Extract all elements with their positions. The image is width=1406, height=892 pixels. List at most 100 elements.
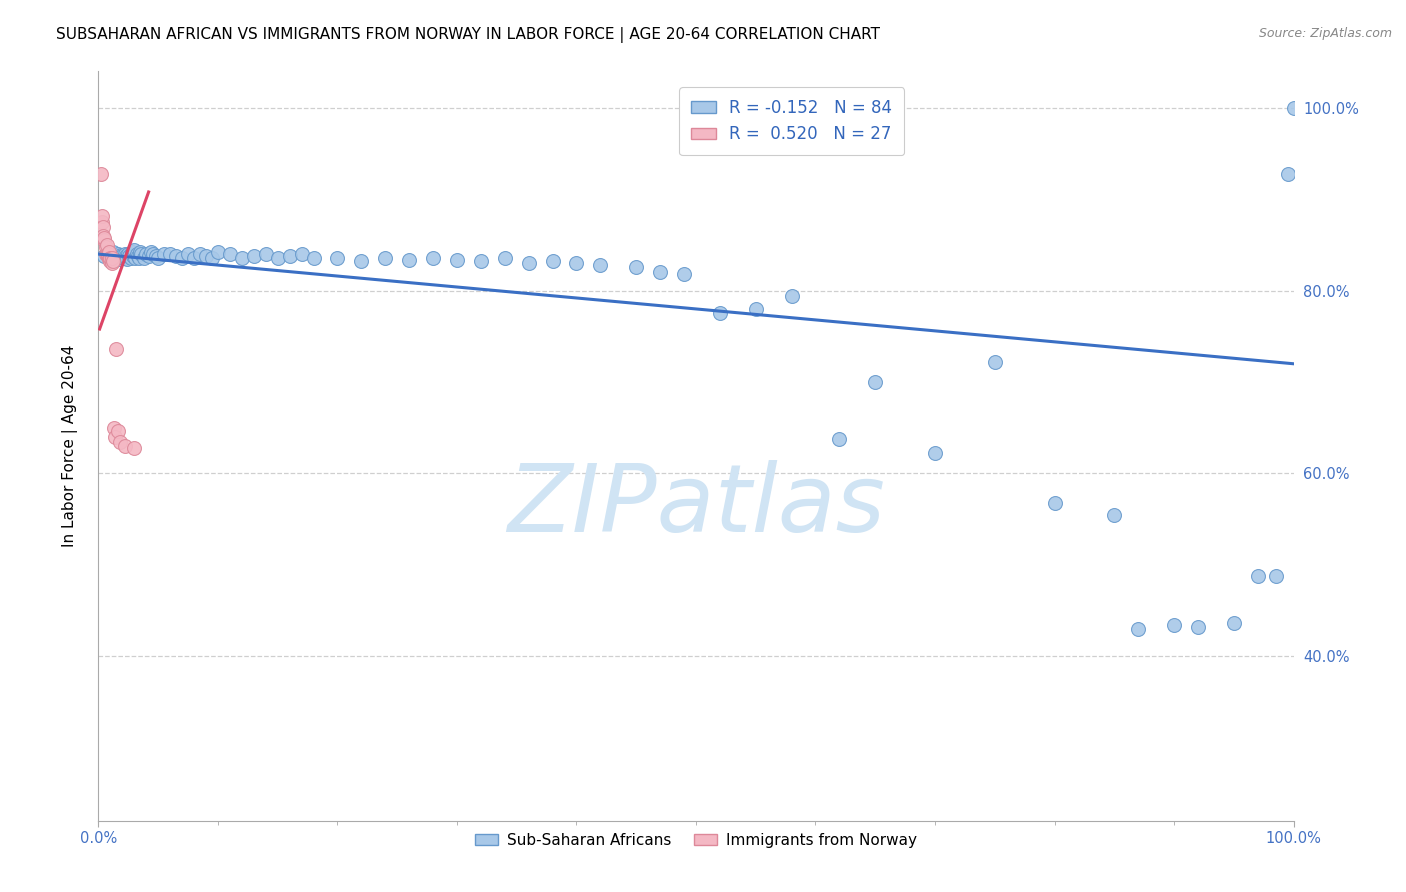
Point — [98, 254, 122, 268]
Point — [108, 250, 131, 264]
Y-axis label: In Labor Force | Age 20-64: In Labor Force | Age 20-64 — [62, 345, 77, 547]
Point — [326, 251, 349, 265]
Point — [91, 219, 114, 234]
Point — [104, 249, 127, 263]
Point — [104, 430, 127, 444]
Point — [90, 167, 112, 181]
Point — [114, 247, 136, 261]
Point — [780, 289, 803, 303]
Point — [93, 230, 115, 244]
Point — [183, 251, 205, 265]
Point — [494, 251, 516, 265]
Point — [254, 247, 277, 261]
Point — [865, 375, 887, 389]
Point — [1223, 616, 1246, 631]
Point — [96, 238, 118, 252]
Point — [91, 215, 114, 229]
Point — [110, 248, 132, 262]
Point — [128, 251, 150, 265]
Point — [100, 256, 122, 270]
Text: Source: ZipAtlas.com: Source: ZipAtlas.com — [1258, 27, 1392, 40]
Point — [107, 425, 129, 439]
Point — [117, 247, 139, 261]
Point — [589, 258, 612, 272]
Point — [565, 256, 588, 270]
Point — [101, 254, 124, 268]
Point — [291, 247, 314, 261]
Point — [115, 249, 138, 263]
Point — [1264, 568, 1286, 582]
Point — [1128, 622, 1150, 636]
Point — [278, 249, 301, 263]
Point — [470, 254, 492, 268]
Point — [108, 435, 131, 450]
Point — [1277, 167, 1299, 181]
Point — [107, 252, 129, 266]
Point — [121, 245, 143, 260]
Point — [148, 251, 170, 265]
Point — [374, 251, 396, 265]
Point — [709, 305, 731, 319]
Point — [93, 249, 115, 263]
Text: ZIPatlas: ZIPatlas — [508, 460, 884, 551]
Point — [96, 247, 118, 261]
Point — [1187, 620, 1209, 634]
Point — [114, 439, 136, 453]
Point — [120, 251, 142, 265]
Point — [673, 267, 696, 281]
Point — [188, 247, 211, 261]
Point — [94, 247, 117, 261]
Point — [828, 432, 851, 446]
Point — [97, 247, 120, 261]
Point — [124, 441, 146, 455]
Point — [138, 249, 160, 263]
Point — [97, 249, 120, 263]
Point — [98, 251, 122, 265]
Point — [98, 245, 121, 260]
Point — [195, 249, 218, 263]
Point — [177, 247, 200, 261]
Point — [93, 234, 115, 248]
Point — [1282, 101, 1305, 115]
Point — [446, 252, 468, 267]
Point — [100, 251, 122, 265]
Point — [98, 252, 121, 266]
Point — [91, 228, 114, 243]
Point — [127, 249, 149, 263]
Point — [124, 251, 146, 265]
Point — [159, 247, 181, 261]
Point — [115, 252, 138, 266]
Point — [243, 249, 266, 263]
Point — [302, 251, 325, 265]
Point — [103, 421, 125, 435]
Legend: Sub-Saharan Africans, Immigrants from Norway: Sub-Saharan Africans, Immigrants from No… — [468, 827, 924, 855]
Point — [131, 247, 153, 261]
Point — [201, 251, 224, 265]
Point — [422, 251, 444, 265]
Point — [112, 251, 135, 265]
Point — [648, 265, 672, 279]
Point — [1163, 618, 1185, 632]
Point — [139, 245, 162, 260]
Point — [541, 254, 564, 268]
Point — [219, 247, 242, 261]
Point — [231, 251, 253, 265]
Point — [118, 249, 141, 263]
Point — [1104, 508, 1126, 523]
Point — [107, 247, 129, 261]
Point — [1247, 568, 1270, 582]
Point — [132, 251, 155, 265]
Point — [98, 252, 122, 266]
Point — [145, 249, 167, 263]
Point — [350, 254, 373, 268]
Point — [153, 247, 176, 261]
Point — [984, 355, 1007, 369]
Point — [517, 256, 540, 270]
Point — [111, 249, 134, 263]
Point — [626, 260, 648, 274]
Point — [1043, 496, 1066, 510]
Point — [122, 249, 145, 263]
Point — [924, 446, 946, 460]
Point — [129, 245, 152, 260]
Point — [135, 247, 157, 261]
